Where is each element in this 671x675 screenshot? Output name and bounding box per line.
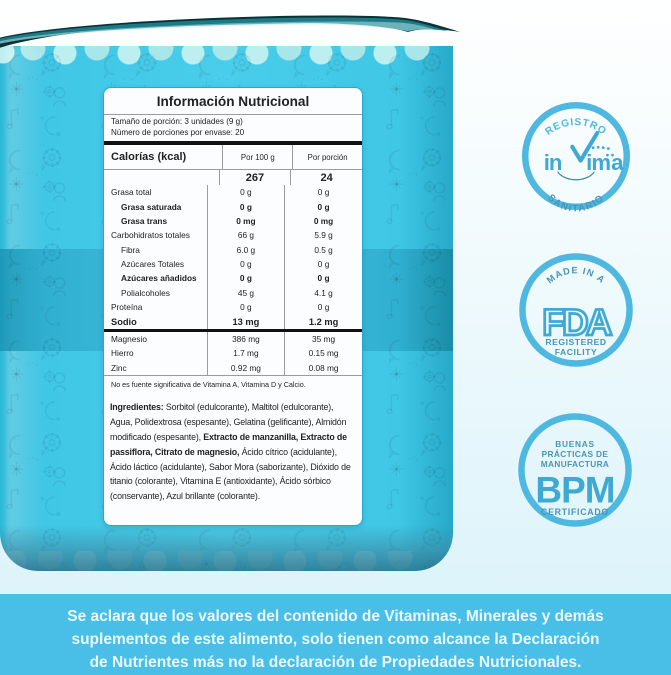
svg-text:PRÁCTICAS DE: PRÁCTICAS DE <box>542 449 609 459</box>
svg-text:in: in <box>544 150 562 175</box>
svg-text:FACILITY: FACILITY <box>555 347 598 357</box>
svg-text:SANITARIO: SANITARIO <box>545 192 607 214</box>
svg-text:BPM: BPM <box>535 469 614 510</box>
svg-text:CERTIFICADO: CERTIFICADO <box>541 507 609 517</box>
svg-text:im: im <box>586 150 610 175</box>
svg-text:BUENAS: BUENAS <box>555 439 594 449</box>
svg-text:MANUFACTURA: MANUFACTURA <box>541 459 610 469</box>
svg-text:a: a <box>611 150 624 175</box>
svg-text:MADE IN A: MADE IN A <box>545 265 608 285</box>
svg-text:REGISTERED: REGISTERED <box>545 337 606 347</box>
svg-text:REGISTRO: REGISTRO <box>544 117 609 138</box>
